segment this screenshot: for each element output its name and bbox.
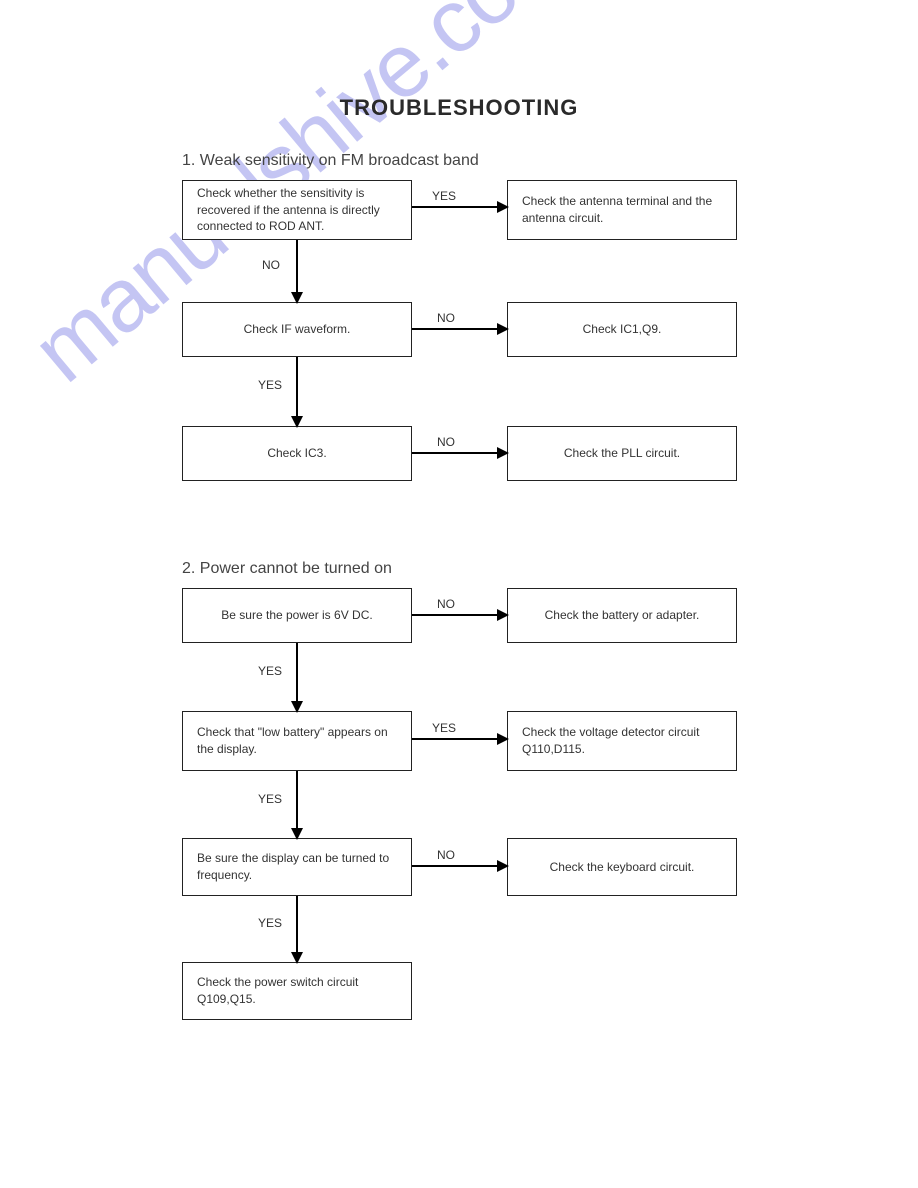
arrow	[412, 452, 507, 454]
arrow-label: NO	[435, 597, 457, 611]
arrow-label: YES	[256, 378, 284, 392]
box-text: Check IC1,Q9.	[583, 321, 662, 338]
box-text: Be sure the display can be turned to fre…	[197, 850, 397, 884]
flowchart-box: Check IF waveform.	[182, 302, 412, 357]
arrow-label: NO	[435, 435, 457, 449]
box-text: Check that "low battery" appears on the …	[197, 724, 397, 758]
flowchart-box: Check the keyboard circuit.	[507, 838, 737, 896]
flowchart-box: Check IC1,Q9.	[507, 302, 737, 357]
arrow	[412, 865, 507, 867]
box-text: Check the keyboard circuit.	[550, 859, 695, 876]
box-text: Check the power switch circuit Q109,Q15.	[197, 974, 397, 1008]
section-title: 2. Power cannot be turned on	[182, 560, 392, 578]
flowchart-box: Check whether the sensitivity is recover…	[182, 180, 412, 240]
arrow-label: NO	[435, 311, 457, 325]
arrow	[296, 240, 298, 302]
flowchart-box: Check the antenna terminal and the anten…	[507, 180, 737, 240]
box-text: Check the PLL circuit.	[564, 445, 680, 462]
arrow-label: NO	[260, 258, 282, 272]
arrow-label: YES	[256, 792, 284, 806]
arrow	[296, 643, 298, 711]
section-title: 1. Weak sensitivity on FM broadcast band	[182, 152, 479, 170]
arrow	[412, 738, 507, 740]
arrow-label: YES	[430, 721, 458, 735]
arrow	[412, 328, 507, 330]
box-text: Check the antenna terminal and the anten…	[522, 193, 722, 227]
box-text: Check the voltage detector circuit Q110,…	[522, 724, 722, 758]
page-title: TROUBLESHOOTING	[0, 95, 918, 121]
arrow	[296, 896, 298, 962]
arrow	[412, 614, 507, 616]
box-text: Be sure the power is 6V DC.	[221, 607, 372, 624]
arrow-label: YES	[256, 916, 284, 930]
arrow-label: NO	[435, 848, 457, 862]
flowchart-box: Check the battery or adapter.	[507, 588, 737, 643]
flowchart-box: Check the PLL circuit.	[507, 426, 737, 481]
arrow	[296, 357, 298, 426]
flowchart-box: Be sure the power is 6V DC.	[182, 588, 412, 643]
flowchart-box: Check that "low battery" appears on the …	[182, 711, 412, 771]
box-text: Check IC3.	[267, 445, 326, 462]
box-text: Check the battery or adapter.	[545, 607, 700, 624]
box-text: Check IF waveform.	[244, 321, 351, 338]
flowchart-box: Check the power switch circuit Q109,Q15.	[182, 962, 412, 1020]
arrow-label: YES	[430, 189, 458, 203]
flowchart-box: Check IC3.	[182, 426, 412, 481]
arrow-label: YES	[256, 664, 284, 678]
arrow	[412, 206, 507, 208]
arrow	[296, 771, 298, 838]
flowchart-box: Be sure the display can be turned to fre…	[182, 838, 412, 896]
box-text: Check whether the sensitivity is recover…	[197, 185, 397, 235]
flowchart-box: Check the voltage detector circuit Q110,…	[507, 711, 737, 771]
